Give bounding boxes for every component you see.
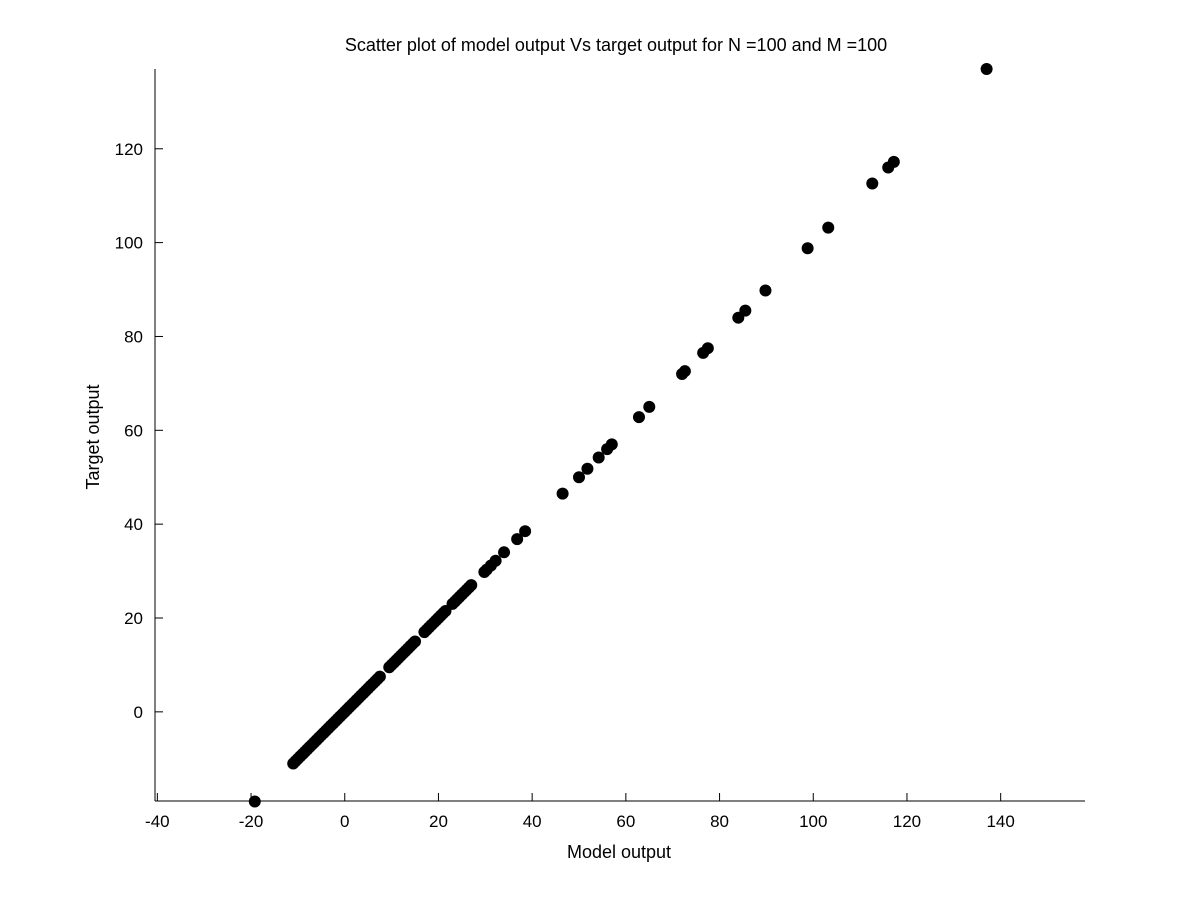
y-tick-label: 0 [134,703,143,722]
data-point [592,451,605,464]
data-point [498,546,511,559]
y-tick-label: 60 [124,421,143,440]
plot-axes [154,69,1085,802]
data-point [519,525,532,538]
data-point [573,471,586,484]
data-point [465,579,478,592]
data-point [632,411,645,424]
data-point [511,533,524,546]
x-tick-label: 20 [429,812,448,831]
data-point [822,221,835,234]
data-point [759,284,772,297]
y-tick-label: 100 [115,234,143,253]
data-point [605,438,618,451]
data-point [866,177,879,190]
x-axis-title: Model output [567,842,671,862]
y-axis-title: Target output [83,384,103,489]
data-point [409,635,422,648]
x-tick-label: 40 [523,812,542,831]
y-tick-label: 40 [124,515,143,534]
x-tick-label: -40 [145,812,170,831]
data-point [643,400,656,413]
x-tick-label: 100 [799,812,827,831]
data-point [739,304,752,317]
data-point [701,342,714,355]
y-tick-label: 80 [124,327,143,346]
x-tick-label: 80 [710,812,729,831]
data-point [556,487,569,500]
y-tick-label: 120 [115,140,143,159]
data-point [980,63,993,75]
data-point [373,670,386,683]
data-point [581,462,594,475]
x-tick-label: 0 [340,812,349,831]
x-tick-label: 60 [616,812,635,831]
x-tick-label: -20 [239,812,264,831]
data-point [887,155,900,168]
y-tick-label: 20 [124,609,143,628]
data-point [248,795,261,808]
data-point [489,554,502,567]
x-tick-label: 140 [986,812,1014,831]
chart-title: Scatter plot of model output Vs target o… [345,35,887,55]
data-point [678,365,691,378]
x-tick-label: 120 [893,812,921,831]
scatter-points [248,63,993,808]
data-point [801,242,814,255]
x-axis-ticks: -40 -20 0 20 40 60 80 100 120 140 [145,793,1015,831]
y-axis-ticks: 0 20 40 60 80 100 120 [115,140,163,722]
